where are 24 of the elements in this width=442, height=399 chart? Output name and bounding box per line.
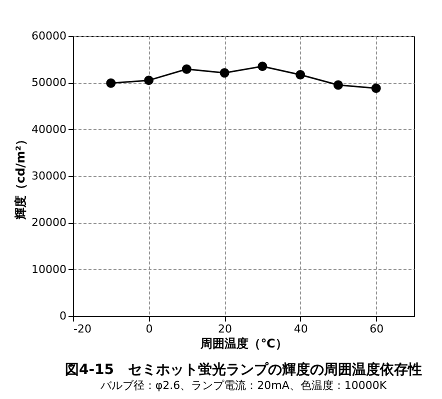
x-axis-title: 周囲温度（℃） [200,336,288,350]
x-tick-label: 20 [218,322,232,336]
x-tick-label: 40 [294,322,308,336]
x-tick-label: 0 [146,322,153,336]
y-tick-label: 40000 [32,122,66,136]
point [106,78,116,88]
point [258,62,268,72]
y-tick-label: 30000 [32,170,66,182]
text: 図4-15 セミホット蛍光ランプの輝度の周囲温度依存性 [64,361,422,378]
y-axis-title: 輝度（cd/m²） [14,134,28,220]
y-tick-label: 0 [60,310,66,322]
y-tick-label: 10000 [32,262,66,276]
point [333,80,343,90]
y-tick-label: 60000 [32,30,66,42]
y-tick-label: 50000 [32,76,66,90]
x-tick-label: 60 [370,322,384,336]
text: バルブ径：φ2.6、ランプ電流：20mA、色温度：10000K [99,379,388,392]
x-tick-label: -20 [74,322,92,336]
point [182,64,192,74]
point [371,84,381,93]
point [144,76,154,86]
point [220,68,230,78]
y-tick-label: 20000 [32,216,66,230]
point [296,70,306,80]
